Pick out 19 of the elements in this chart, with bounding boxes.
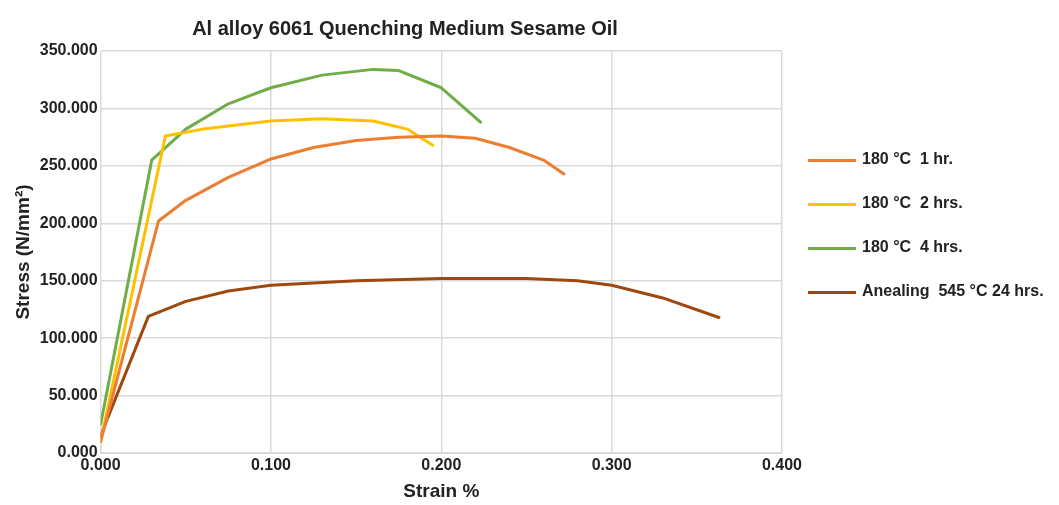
chart-title: Al alloy 6061 Quenching Medium Sesame Oil xyxy=(192,16,618,39)
x-tick-label: 0.100 xyxy=(250,456,292,474)
y-tick-label: 300.000 xyxy=(39,98,98,116)
x-tick-label: 0.300 xyxy=(591,456,632,474)
x-tick-label: 0.000 xyxy=(80,456,121,474)
y-tick-label: 200.000 xyxy=(39,213,98,231)
legend-label: Anealing 545 °C 24 hrs. xyxy=(862,282,1044,300)
legend-label: 180 °C 1 hr. xyxy=(862,150,953,168)
y-tick-label: 100.000 xyxy=(39,328,98,346)
y-tick-label: 150.000 xyxy=(39,271,98,289)
x-tick-label: 0.400 xyxy=(761,456,803,474)
y-tick-label: 50.000 xyxy=(48,385,98,403)
x-tick-label: 0.200 xyxy=(421,456,462,474)
legend-label: 180 °C 2 hrs. xyxy=(862,194,963,212)
y-axis-title: Stress (N/mm²) xyxy=(11,184,33,320)
y-tick-label: 250.000 xyxy=(39,156,98,174)
x-axis-title: Strain % xyxy=(403,479,480,501)
y-tick-label: 350.000 xyxy=(39,41,98,59)
legend-label: 180 °C 4 hrs. xyxy=(862,238,963,256)
